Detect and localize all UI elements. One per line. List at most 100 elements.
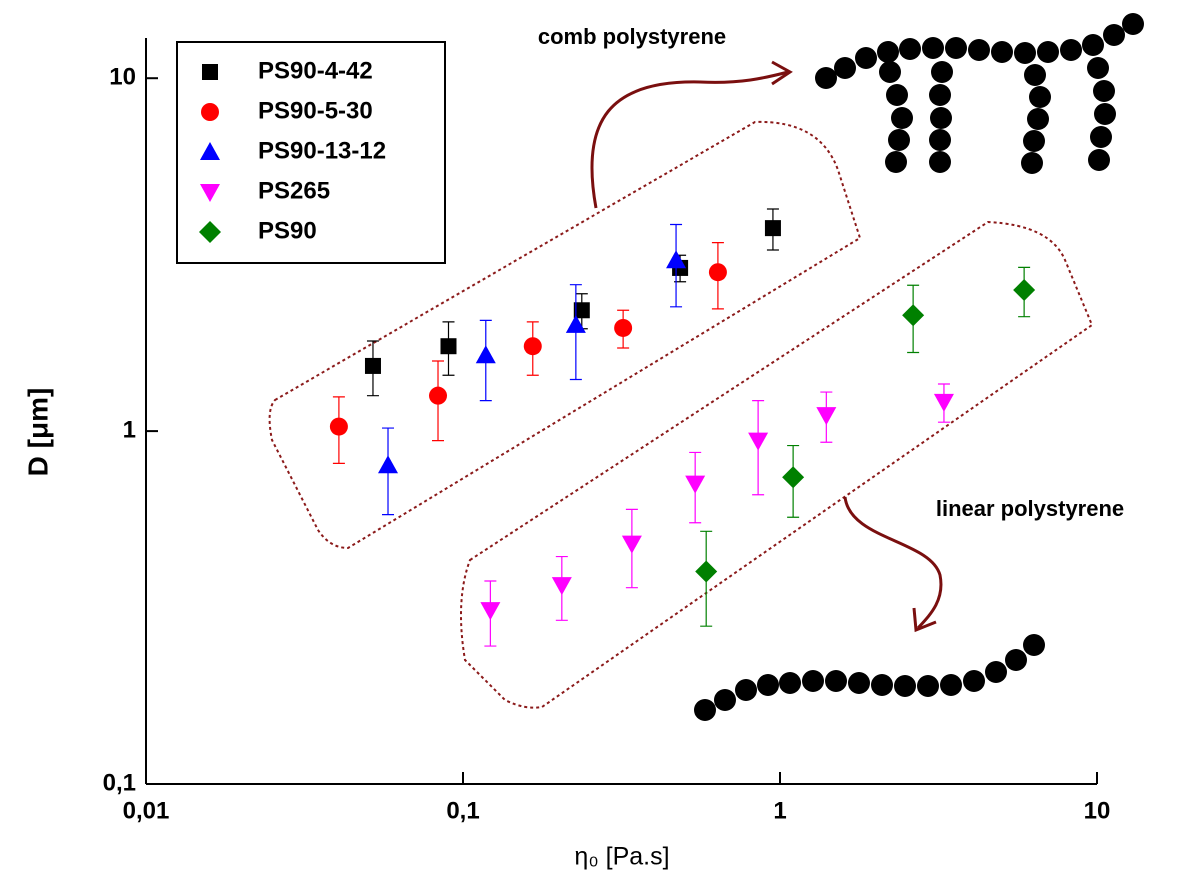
- legend-label: PS90-4-42: [258, 57, 373, 84]
- bead: [891, 107, 913, 129]
- bead: [917, 675, 939, 697]
- marker: [475, 345, 496, 364]
- marker: [933, 393, 954, 412]
- x-tick-label: 0,01: [123, 797, 170, 824]
- comb-arrowhead: [771, 60, 793, 86]
- bead-drawings: [694, 13, 1144, 721]
- linear-arrow: [843, 496, 943, 630]
- marker: [440, 338, 457, 355]
- bead: [894, 675, 916, 697]
- legend-label: PS90: [258, 217, 317, 244]
- marker: [565, 314, 586, 333]
- marker: [695, 560, 718, 583]
- x-axis-label: η₀ [Pa.s]: [574, 843, 669, 871]
- y-axis-label: D [μm]: [22, 388, 53, 477]
- bead: [1023, 130, 1045, 152]
- x-tick-label: 1: [773, 797, 786, 824]
- bead: [886, 84, 908, 106]
- marker: [378, 455, 399, 474]
- bead: [899, 38, 921, 60]
- marker: [329, 417, 348, 436]
- bead: [877, 41, 899, 63]
- bead: [1024, 64, 1046, 86]
- bead: [1037, 41, 1059, 63]
- marker: [480, 602, 501, 621]
- arrows: [590, 60, 943, 633]
- marker: [902, 304, 925, 327]
- bead: [1094, 103, 1116, 125]
- bead: [815, 67, 837, 89]
- marker: [202, 64, 218, 80]
- legend-box: [176, 41, 446, 264]
- bead: [825, 670, 847, 692]
- bead: [945, 37, 967, 59]
- marker: [551, 577, 572, 596]
- marker: [1013, 279, 1036, 302]
- bead: [735, 679, 757, 701]
- legend-label: PS90-5-30: [258, 97, 373, 124]
- legend-label: PS90-13-12: [258, 137, 386, 164]
- bead: [802, 670, 824, 692]
- bead: [885, 151, 907, 173]
- x-tick-label: 0,1: [446, 797, 479, 824]
- annotation: linear polystyrene: [936, 496, 1124, 521]
- bead: [931, 61, 953, 83]
- marker: [685, 475, 706, 494]
- bead: [1103, 24, 1125, 46]
- y-tick-label: 1: [123, 416, 136, 443]
- bead: [968, 39, 990, 61]
- x-tick-label: 10: [1084, 797, 1111, 824]
- marker: [666, 250, 687, 269]
- legend-label: PS265: [258, 177, 330, 204]
- bead: [929, 84, 951, 106]
- marker: [708, 263, 727, 282]
- marker: [364, 357, 381, 374]
- bead: [1122, 13, 1144, 35]
- marker: [782, 466, 805, 489]
- bead: [1093, 80, 1115, 102]
- marker: [764, 220, 781, 237]
- bead: [929, 129, 951, 151]
- bead: [1029, 86, 1051, 108]
- marker: [621, 535, 642, 554]
- marker: [200, 142, 220, 160]
- bead: [1027, 108, 1049, 130]
- bead: [922, 37, 944, 59]
- bead: [1087, 57, 1109, 79]
- bead: [930, 107, 952, 129]
- bead: [694, 699, 716, 721]
- bead: [963, 670, 985, 692]
- bead: [848, 672, 870, 694]
- bead: [985, 661, 1007, 683]
- linear-region: [460, 220, 1094, 709]
- bead: [1060, 39, 1082, 61]
- bead: [834, 57, 856, 79]
- bead: [879, 61, 901, 83]
- bead: [855, 47, 877, 69]
- bead: [1082, 34, 1104, 56]
- bead: [1021, 152, 1043, 174]
- comb-region: [268, 120, 862, 550]
- marker: [200, 184, 220, 202]
- linear-arrowhead: [912, 607, 937, 633]
- marker: [614, 318, 633, 337]
- comb-arrow: [590, 70, 789, 209]
- bead: [779, 672, 801, 694]
- bead: [714, 689, 736, 711]
- bead: [1023, 634, 1045, 656]
- bead: [871, 674, 893, 696]
- annotation: comb polystyrene: [538, 24, 726, 49]
- marker: [573, 302, 590, 319]
- bead: [757, 674, 779, 696]
- marker: [748, 432, 769, 451]
- bead: [1088, 149, 1110, 171]
- bead: [1005, 649, 1027, 671]
- marker: [429, 386, 448, 405]
- marker: [523, 337, 542, 356]
- bead: [1090, 126, 1112, 148]
- bead: [929, 151, 951, 173]
- bead: [991, 41, 1013, 63]
- bead: [888, 129, 910, 151]
- bead: [1014, 42, 1036, 64]
